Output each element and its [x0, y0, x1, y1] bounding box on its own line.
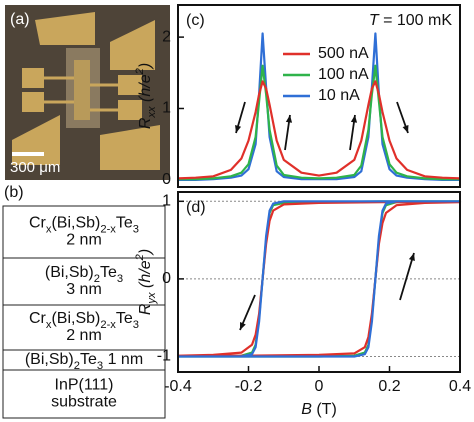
stack-frame	[2, 205, 166, 419]
panel-label: (b)	[4, 184, 24, 201]
text-part: Cr	[29, 310, 47, 327]
text-part: 1 nm	[103, 351, 143, 368]
y-axis-label: Ryx (h/e2)	[134, 249, 158, 315]
x-tick-label: 0.4	[449, 378, 471, 395]
text-part: )	[137, 249, 154, 256]
layer-label: Crx(Bi,Sb)2-xTe3	[29, 215, 139, 236]
layer-label: InP(111)	[55, 377, 114, 394]
text-part: 3	[133, 223, 139, 235]
text-part: 2 nm	[66, 327, 102, 344]
panel-label: (c)	[186, 12, 205, 29]
text-part: 3	[133, 319, 139, 331]
panel-a-photo	[5, 5, 170, 180]
y-tick-label: 0	[162, 270, 171, 287]
x-tick-label: 0	[315, 378, 324, 395]
text-part: Cr	[29, 215, 47, 232]
data-line	[177, 80, 461, 180]
y-tick-label: -1	[157, 348, 171, 365]
arrow-head	[408, 253, 415, 261]
arrow-head	[240, 322, 246, 330]
data-line	[178, 64, 460, 181]
text-part: = 100 mK	[379, 12, 453, 29]
legend-label: 100 nA	[318, 66, 369, 83]
text-part: x	[46, 319, 52, 331]
panel-label: (d)	[186, 199, 206, 216]
arrow-head	[235, 125, 242, 133]
y-tick-label: 2	[162, 28, 171, 45]
y-tick-label: 1	[162, 193, 171, 210]
y-axis-label: Rxx (h/e2)	[134, 63, 158, 129]
y-tick-label: 1	[162, 100, 171, 117]
x-tick-label: 0.2	[378, 378, 400, 395]
legend-label: 500 nA	[318, 45, 369, 62]
text-part: 2	[94, 273, 100, 285]
layer-label: (Bi,Sb)2Te3	[45, 264, 123, 285]
text-part: R	[137, 117, 154, 129]
x-tick-label: -0.4	[164, 378, 192, 395]
annotation: T = 100 mK	[369, 12, 452, 29]
text-part: 2	[74, 360, 80, 372]
text-part: Te	[100, 264, 117, 281]
text-part: (Bi,Sb)	[51, 215, 100, 232]
layer-label: 2 nm	[66, 327, 102, 344]
arrow-head	[285, 115, 293, 123]
panel-label: (a)	[10, 11, 30, 28]
text-part: Te	[116, 215, 133, 232]
text-part: (h/e	[137, 260, 154, 292]
text-part: 2-x	[100, 223, 116, 235]
scale-bar-label: 300 μm	[10, 159, 60, 176]
layer-label: substrate	[51, 394, 117, 411]
text-part: 2-x	[100, 319, 116, 331]
text-part: (Bi,Sb)	[51, 310, 100, 327]
arrow-head	[402, 125, 409, 133]
text-part: (Bi,Sb)	[25, 351, 74, 368]
text-part: substrate	[51, 394, 117, 411]
text-part: (T)	[312, 401, 337, 418]
text-part: Te	[116, 310, 133, 327]
text-part: xx	[146, 106, 158, 119]
text-part: (Bi,Sb)	[45, 264, 94, 281]
text-part: 3	[97, 360, 103, 372]
text-part: x	[46, 223, 52, 235]
sweep-arrow	[399, 252, 415, 301]
text-part: )	[137, 63, 154, 70]
legend-label: 10 nA	[318, 87, 360, 104]
text-part: yx	[146, 292, 158, 305]
x-axis-label: B (T)	[301, 401, 337, 418]
text-part: 3	[117, 273, 123, 285]
text-part: B	[301, 401, 312, 418]
arrow-head	[350, 115, 358, 123]
x-tick-label: -0.2	[235, 378, 263, 395]
text-part: (h/e	[137, 74, 154, 106]
text-part: R	[137, 303, 154, 315]
text-part: Te	[80, 351, 97, 368]
y-tick-label: 0	[162, 171, 171, 188]
layer-label: 2 nm	[66, 232, 102, 249]
text-part: T	[369, 12, 380, 29]
text-part: 3 nm	[66, 281, 102, 298]
plot-frame	[177, 191, 461, 373]
layer-label: Crx(Bi,Sb)2-xTe3	[29, 310, 139, 331]
text-part: InP(111)	[55, 377, 114, 394]
text-part: 2 nm	[66, 232, 102, 249]
layer-label: 3 nm	[66, 281, 102, 298]
layer-label: (Bi,Sb)2Te3 1 nm	[25, 351, 143, 372]
plot-frame	[177, 4, 461, 188]
text-part: 2	[134, 67, 146, 75]
text-part: 2	[134, 253, 146, 261]
